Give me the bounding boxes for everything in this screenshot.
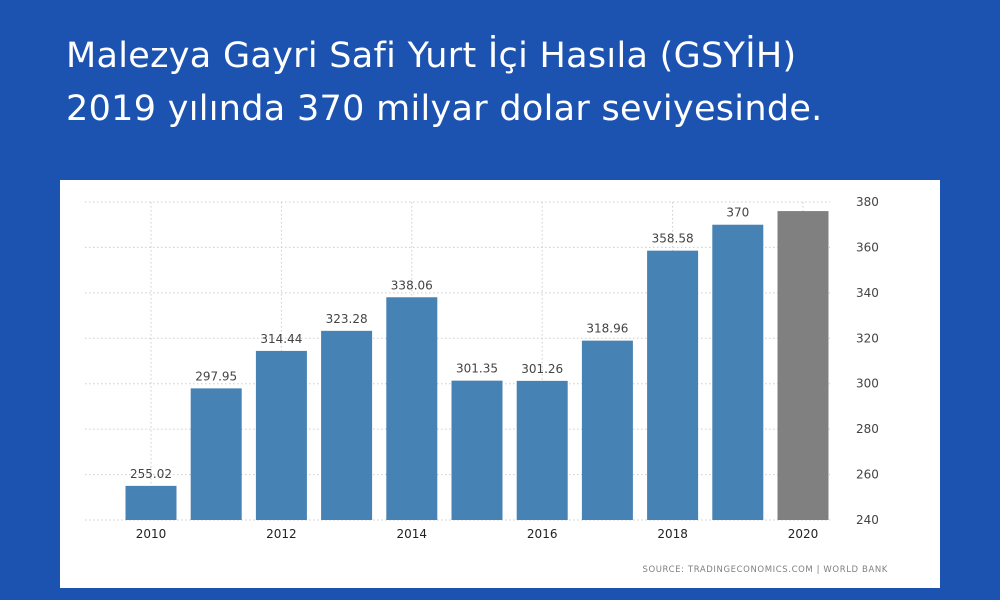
bar-forecast	[777, 211, 829, 521]
bar	[451, 380, 503, 520]
bar	[647, 250, 699, 520]
x-tick-label: 2016	[527, 527, 558, 541]
bar-value-label: 358.58	[652, 232, 694, 246]
y-tick-label: 280	[856, 422, 879, 436]
bar	[125, 485, 177, 520]
bar	[581, 340, 633, 520]
y-tick-label: 360	[856, 240, 879, 254]
bar	[712, 224, 764, 520]
bar-value-label: 314.44	[260, 332, 302, 346]
x-tick-label: 2014	[397, 527, 428, 541]
bar-value-label: 338.06	[391, 278, 433, 292]
y-tick-label: 380	[856, 195, 879, 209]
headline-line-2: 2019 yılında 370 milyar dolar seviyesind…	[66, 89, 823, 129]
bar	[516, 380, 568, 520]
x-tick-label: 2018	[657, 527, 688, 541]
y-tick-label: 300	[856, 377, 879, 391]
y-tick-label: 320	[856, 331, 879, 345]
source-note: SOURCE: TRADINGECONOMICS.COM | WORLD BAN…	[642, 565, 888, 575]
bar-value-label: 255.02	[130, 467, 172, 481]
gdp-bar-chart: 240 260 280 300 320 340 360 380 255.02 297.95 314.…	[85, 195, 879, 541]
bar-value-label: 301.26	[521, 362, 563, 376]
y-tick-label: 240	[856, 513, 879, 527]
bar-value-label: 323.28	[326, 312, 368, 326]
bar	[255, 350, 307, 520]
x-tick-label: 2020	[788, 527, 819, 541]
headline-line-1: Malezya Gayri Safi Yurt İçi Hasıla (GSYİ…	[66, 36, 797, 76]
bar-value-label: 318.96	[586, 322, 628, 336]
x-tick-label: 2012	[266, 527, 297, 541]
bar-value-label: 370	[726, 206, 749, 220]
y-tick-label: 260	[856, 468, 879, 482]
chart-card: 240 260 280 300 320 340 360 380 255.02 297.95 314.…	[60, 180, 940, 588]
headline: Malezya Gayri Safi Yurt İçi Hasıla (GSYİ…	[66, 30, 966, 136]
bar	[321, 330, 373, 520]
bar	[386, 297, 438, 520]
bar-value-label: 297.95	[195, 369, 237, 383]
bar	[190, 388, 242, 520]
y-tick-label: 340	[856, 286, 879, 300]
bar-value-label: 301.35	[456, 362, 498, 376]
x-tick-label: 2010	[136, 527, 167, 541]
